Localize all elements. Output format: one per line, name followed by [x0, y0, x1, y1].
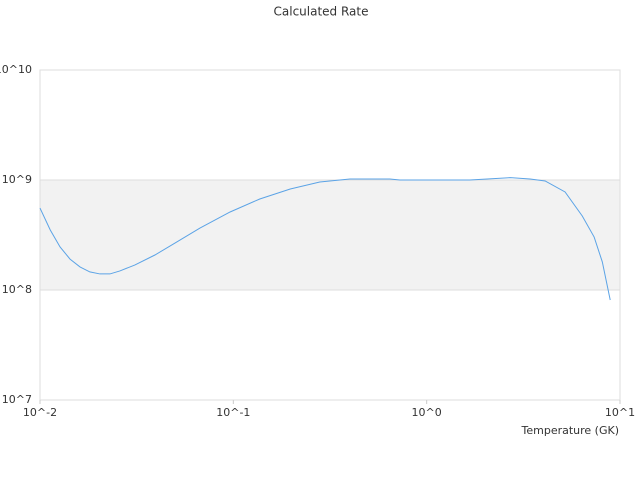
- data-line: [39, 177, 611, 301]
- x-tick-label: 10^1: [605, 406, 635, 419]
- y-tick-label: 10^8: [2, 283, 32, 296]
- y-tick-label: 10^7: [2, 393, 32, 406]
- x-tick-label: 10^-2: [23, 406, 57, 419]
- grid-band: [40, 180, 620, 290]
- y-tick-label: 10^9: [2, 173, 32, 186]
- plot-frame: [39, 69, 621, 401]
- x-tick-label: 10^0: [412, 406, 442, 419]
- x-axis-label: Temperature (GK): [521, 424, 620, 437]
- chart-title: Calculated Rate: [274, 5, 369, 19]
- y-tick-label: 10^10: [0, 63, 32, 76]
- x-tick-label: 10^-1: [216, 406, 250, 419]
